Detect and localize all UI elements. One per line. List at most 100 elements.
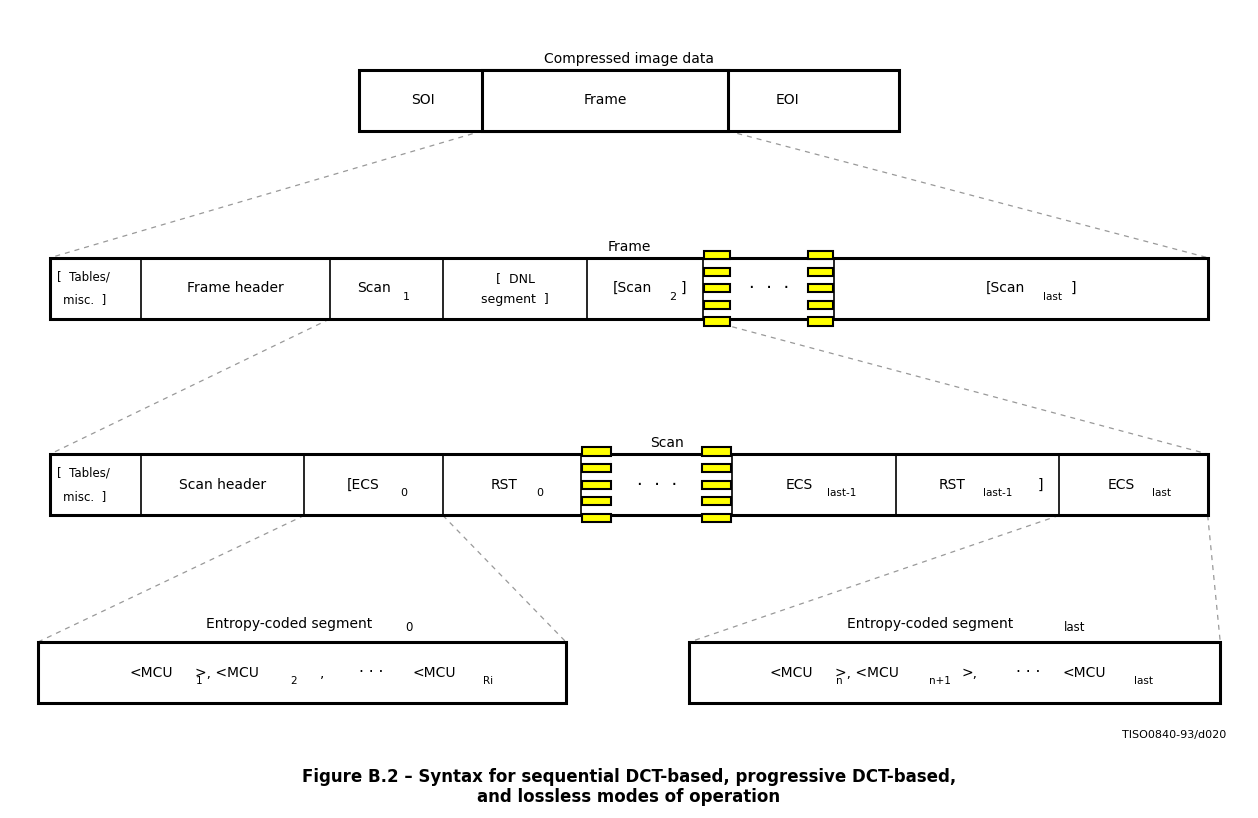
- Text: Scan: Scan: [357, 281, 390, 295]
- Text: Entropy-coded segment: Entropy-coded segment: [847, 618, 1013, 631]
- Bar: [704, 284, 730, 293]
- Bar: [704, 267, 730, 276]
- Text: RST: RST: [938, 478, 966, 492]
- Bar: [808, 317, 833, 326]
- Text: ]: ]: [681, 281, 686, 295]
- Text: ·  ·  ·: · · ·: [749, 279, 789, 298]
- Bar: [704, 251, 730, 259]
- Text: 0: 0: [400, 488, 408, 498]
- Bar: [808, 317, 833, 326]
- Bar: [582, 447, 611, 456]
- Text: [  Tables/: [ Tables/: [57, 467, 109, 479]
- Text: Scan: Scan: [650, 436, 683, 451]
- Bar: [808, 251, 833, 259]
- Text: ECS: ECS: [785, 478, 813, 492]
- Text: · · ·: · · ·: [359, 665, 384, 681]
- Text: <MCU: <MCU: [413, 666, 455, 680]
- Text: Scan header: Scan header: [179, 478, 267, 492]
- Bar: [582, 480, 611, 489]
- Bar: [482, 70, 727, 131]
- Bar: [582, 514, 611, 522]
- Text: >, <MCU: >, <MCU: [195, 666, 258, 680]
- Text: [ECS: [ECS: [347, 478, 380, 492]
- Text: >, <MCU: >, <MCU: [835, 666, 898, 680]
- Text: TISO0840-93/d020: TISO0840-93/d020: [1122, 730, 1227, 740]
- Text: <MCU: <MCU: [770, 666, 813, 680]
- Bar: [808, 301, 833, 309]
- Text: 2: 2: [289, 676, 297, 686]
- Bar: [702, 447, 731, 456]
- Text: last: last: [1063, 621, 1086, 634]
- Bar: [704, 267, 730, 276]
- Bar: [582, 497, 611, 506]
- Text: [  Tables/: [ Tables/: [57, 271, 109, 283]
- Bar: [689, 642, 1220, 703]
- Text: ]: ]: [1038, 478, 1043, 492]
- Text: last: last: [1151, 488, 1171, 498]
- Text: Compressed image data: Compressed image data: [543, 52, 715, 66]
- Text: misc.  ]: misc. ]: [63, 294, 106, 306]
- Text: last: last: [1133, 676, 1154, 686]
- Bar: [808, 284, 833, 293]
- Bar: [808, 284, 833, 293]
- Text: 1: 1: [403, 291, 410, 302]
- Text: Figure B.2 – Syntax for sequential DCT-based, progressive DCT-based,
and lossles: Figure B.2 – Syntax for sequential DCT-b…: [302, 767, 956, 807]
- Text: <MCU: <MCU: [130, 666, 172, 680]
- Bar: [702, 464, 731, 472]
- Bar: [702, 514, 731, 522]
- Text: misc.  ]: misc. ]: [63, 490, 106, 502]
- Text: ]: ]: [1071, 281, 1077, 295]
- Bar: [702, 497, 731, 506]
- Text: Frame header: Frame header: [187, 281, 283, 295]
- Bar: [50, 258, 1208, 319]
- Bar: [704, 301, 730, 309]
- Text: SOI: SOI: [410, 93, 434, 107]
- Text: Entropy-coded segment: Entropy-coded segment: [206, 618, 372, 631]
- Bar: [582, 464, 611, 472]
- Bar: [702, 447, 731, 456]
- Text: ECS: ECS: [1107, 478, 1135, 492]
- Bar: [704, 251, 730, 259]
- Text: n: n: [835, 676, 843, 686]
- Bar: [582, 447, 611, 456]
- Text: n+1: n+1: [928, 676, 951, 686]
- Bar: [582, 480, 611, 489]
- Text: ·  ·  ·: · · ·: [637, 475, 677, 494]
- Bar: [50, 454, 1208, 515]
- Text: last-1: last-1: [982, 488, 1013, 498]
- Text: [  DNL: [ DNL: [496, 272, 535, 285]
- Bar: [582, 497, 611, 506]
- Text: segment  ]: segment ]: [482, 294, 548, 306]
- Bar: [808, 251, 833, 259]
- Text: 1: 1: [195, 676, 203, 686]
- Text: [Scan: [Scan: [613, 281, 653, 295]
- Text: last-1: last-1: [827, 488, 857, 498]
- Bar: [702, 480, 731, 489]
- Text: 2: 2: [669, 291, 677, 302]
- Bar: [38, 642, 566, 703]
- Bar: [704, 284, 730, 293]
- Bar: [704, 317, 730, 326]
- Text: · · ·: · · ·: [1015, 665, 1040, 681]
- Text: RST: RST: [491, 478, 518, 492]
- Bar: [359, 70, 899, 131]
- Bar: [702, 514, 731, 522]
- Bar: [582, 514, 611, 522]
- Text: Frame: Frame: [608, 240, 650, 254]
- Text: Frame: Frame: [584, 93, 626, 107]
- Bar: [704, 317, 730, 326]
- Text: <MCU: <MCU: [1063, 666, 1106, 680]
- Text: 0: 0: [536, 488, 543, 498]
- Text: 0: 0: [405, 621, 413, 634]
- Bar: [702, 464, 731, 472]
- Bar: [702, 497, 731, 506]
- Text: Ri: Ri: [483, 676, 493, 686]
- Bar: [808, 267, 833, 276]
- Bar: [702, 480, 731, 489]
- Bar: [704, 301, 730, 309]
- Bar: [808, 301, 833, 309]
- Text: ,: ,: [320, 666, 325, 680]
- Text: >,: >,: [962, 666, 977, 680]
- Bar: [808, 267, 833, 276]
- Text: last: last: [1043, 292, 1062, 303]
